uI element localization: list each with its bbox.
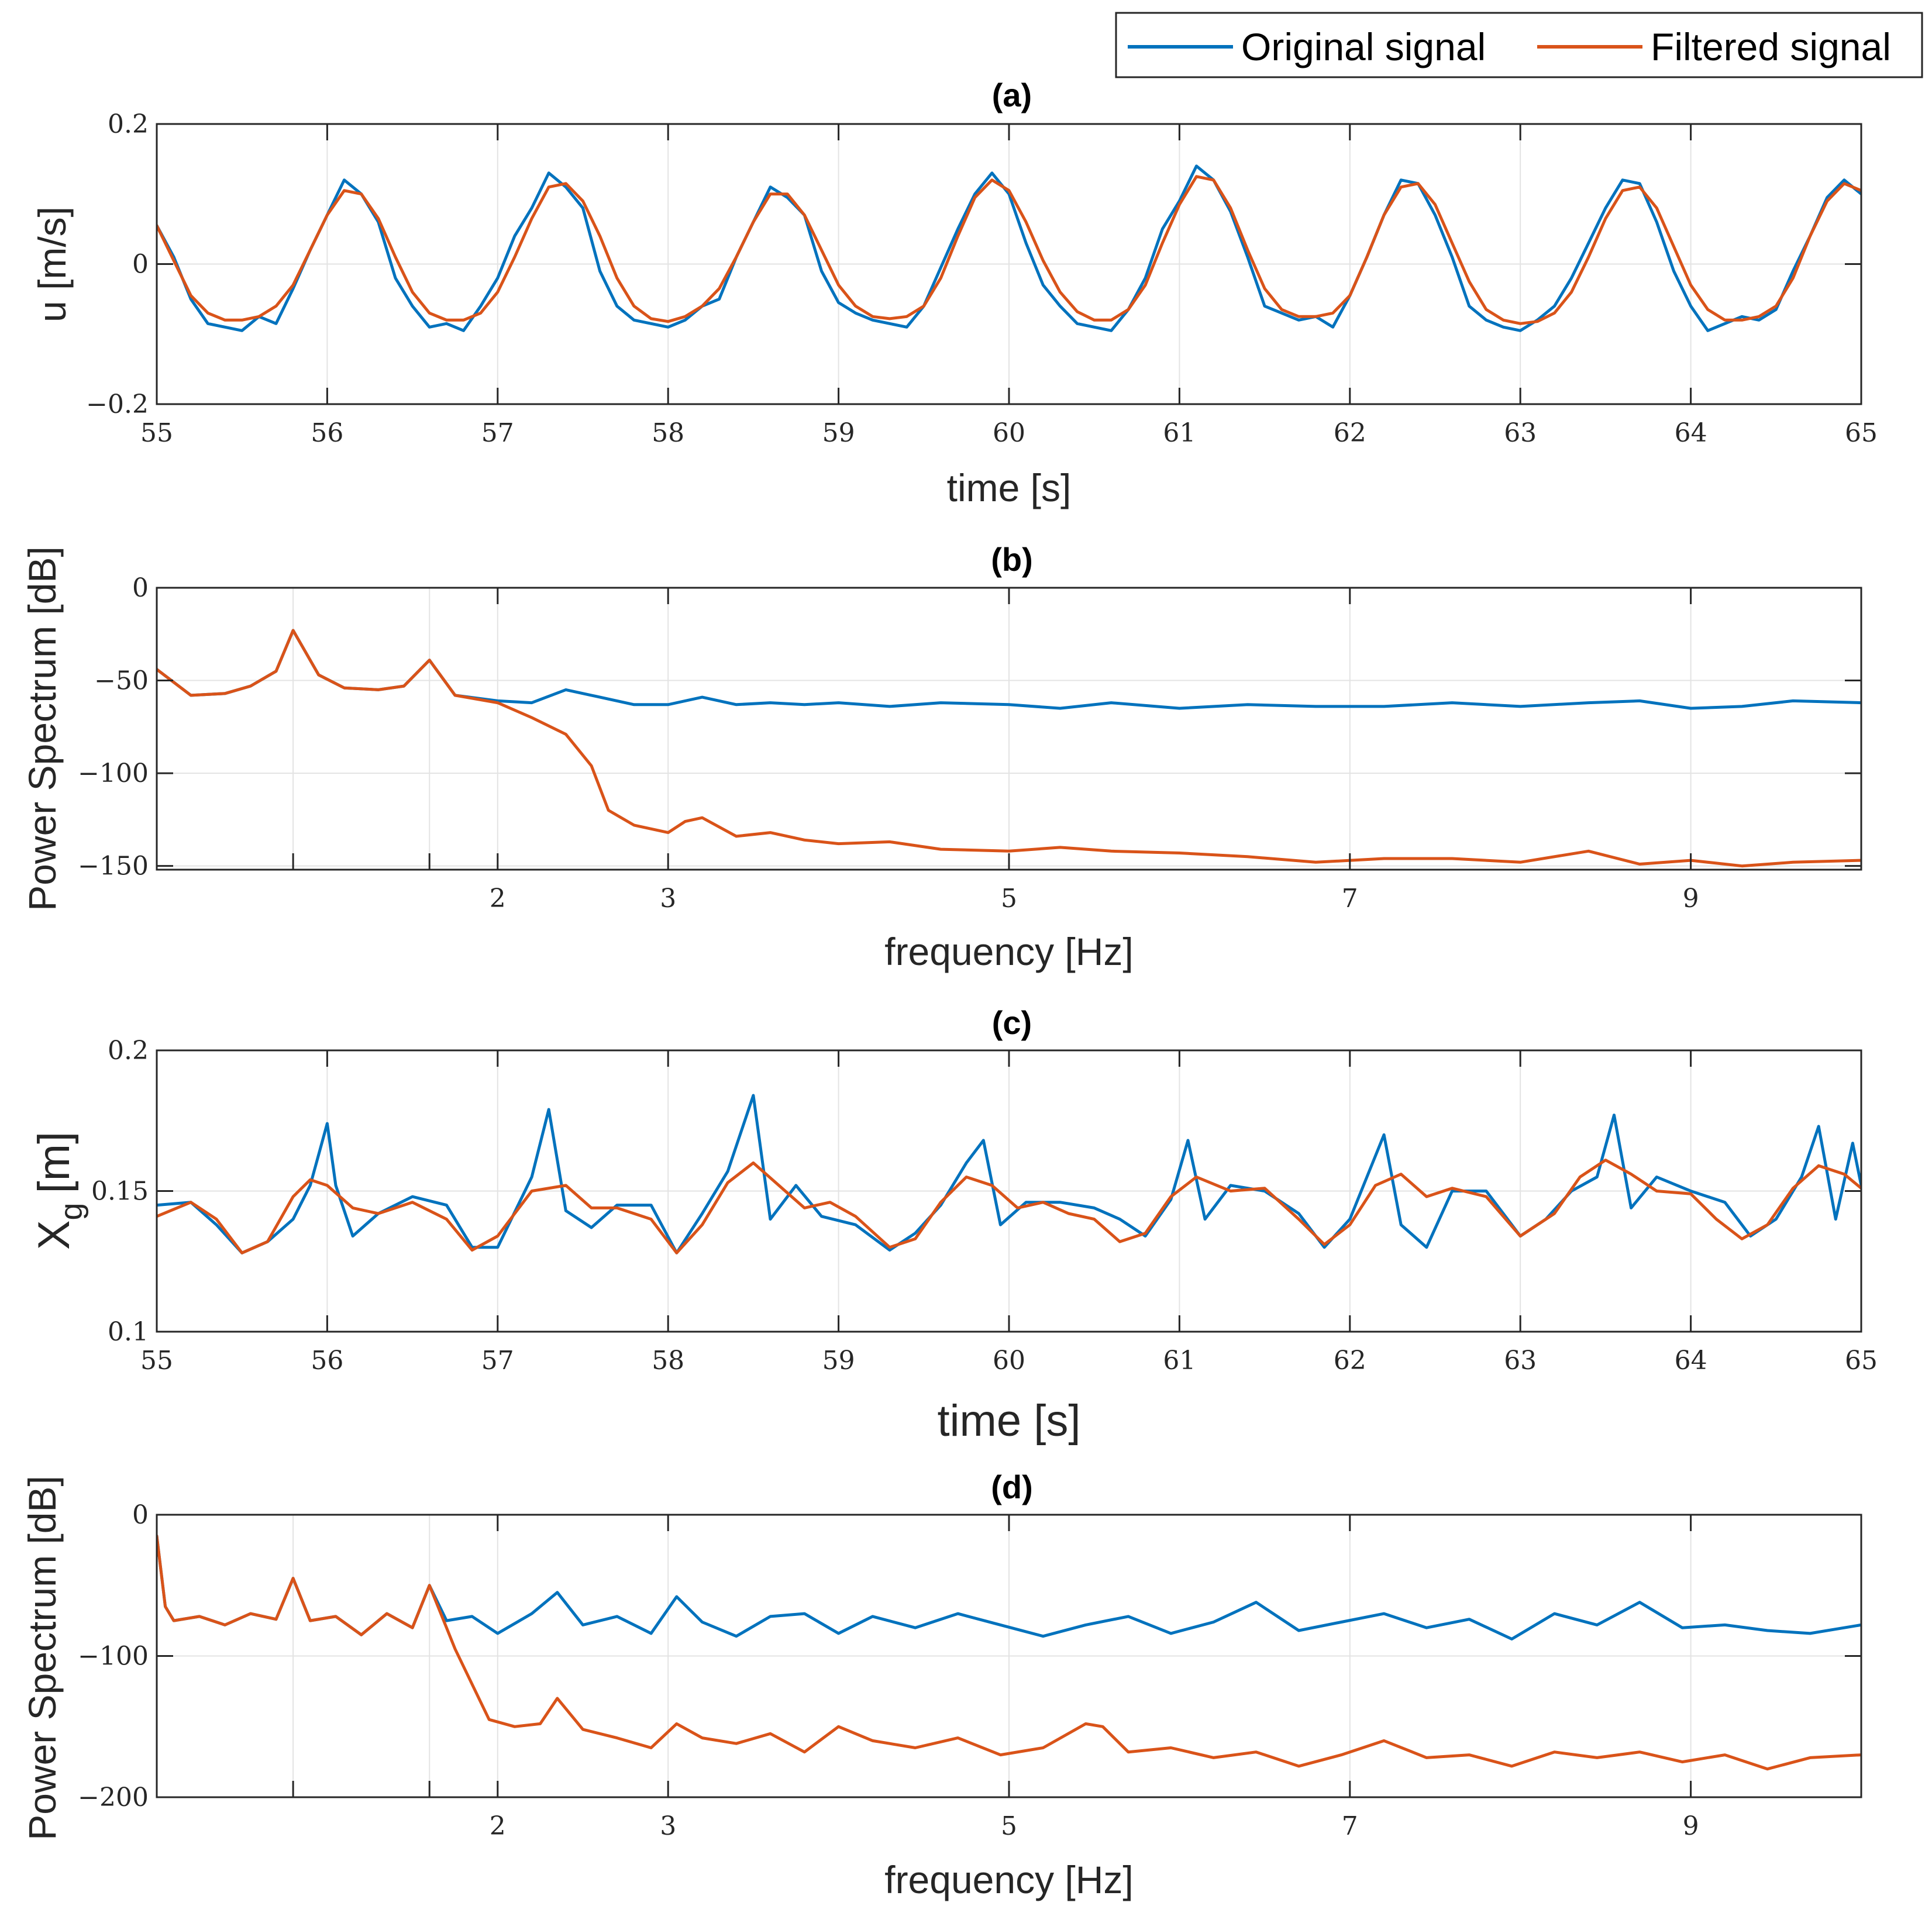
- panel-a-xtick-label-3: 58: [652, 418, 684, 448]
- panel-d-series: [157, 1534, 1861, 1771]
- panel-c-xtick-label-0: 55: [140, 1346, 173, 1376]
- panel-b-series: [157, 629, 1861, 868]
- panel-d-xtick-label-0: 2: [490, 1811, 506, 1841]
- panel-a-xtick-label-9: 64: [1675, 418, 1707, 448]
- panel-c-xtick-label-3: 58: [652, 1346, 684, 1376]
- panel-b-ytick-label-3: 0: [132, 573, 149, 603]
- panel-c-xtick-label-9: 64: [1675, 1346, 1707, 1376]
- panel-c: (c) 55 56 57 58 59 60 61 62 63 64 65 0.1 0.15 0.2 tim…: [29, 1004, 1878, 1446]
- panel-b-ticks: 2 3 5 7 9 −150 −100 −50 0: [78, 573, 1861, 914]
- panel-b-xlabel: frequency [Hz]: [884, 930, 1134, 973]
- panel-a-xtick-label-2: 57: [481, 418, 514, 448]
- panel-b-ytick-label-1: −100: [78, 759, 149, 788]
- panel-d-ytick-label-1: −100: [78, 1642, 149, 1671]
- panel-a-xtick-label-1: 56: [311, 418, 343, 448]
- legend-box: [1115, 12, 1923, 78]
- panel-c-xtick-label-4: 59: [822, 1346, 855, 1376]
- panel-c-ytick-label-2: 0.2: [108, 1036, 149, 1066]
- legend-label-filtered: Filtered signal: [1651, 25, 1891, 68]
- panel-d: (d) 2 3 5 7 9 −200 −100 0 frequency [Hz] Power …: [20, 1469, 1862, 1901]
- panel-a-title: (a): [992, 77, 1032, 113]
- panel-a-xtick-label-7: 62: [1334, 418, 1366, 448]
- panel-a-xlabel: time [s]: [947, 466, 1072, 509]
- panel-c-xtick-label-10: 65: [1845, 1346, 1878, 1376]
- panel-c-ytick-label-0: 0.1: [108, 1317, 149, 1347]
- panel-a-ylabel: u [m/s]: [30, 206, 74, 322]
- panel-b: (b) 2 3 5 7 9 −150 −100 −50 0 frequency [Hz] Pow…: [20, 541, 1862, 973]
- panel-c-ylabel: Xg [m]: [29, 1132, 89, 1250]
- panel-b-xtick-label-4: 9: [1683, 884, 1699, 914]
- panel-c-ylabel-main: X: [29, 1220, 79, 1250]
- panel-d-xtick-label-3: 7: [1342, 1811, 1358, 1841]
- legend-label-original: Original signal: [1241, 25, 1486, 68]
- panel-c-ylabel-subscript: g: [54, 1202, 89, 1220]
- panel-c-title: (c): [992, 1004, 1032, 1041]
- panel-b-series-filtered: [157, 629, 1861, 868]
- panel-a-xtick-label-0: 55: [140, 418, 173, 448]
- panel-d-xlabel: frequency [Hz]: [884, 1858, 1134, 1901]
- panel-a-xtick-label-8: 63: [1504, 418, 1537, 448]
- panel-b-xtick-label-0: 2: [490, 884, 506, 914]
- panel-b-xtick-label-2: 5: [1001, 884, 1017, 914]
- panel-a-series: [157, 164, 1861, 332]
- panel-a-ticks: 55 56 57 58 59 60 61 62 63 64 65 −0.2 0 0.2: [86, 109, 1878, 448]
- panel-b-xtick-label-1: 3: [660, 884, 676, 914]
- panel-a-ytick-label-2: 0.2: [108, 109, 149, 139]
- panel-c-ytick-label-1: 0.15: [91, 1177, 149, 1207]
- panel-c-ylabel-suffix: [m]: [29, 1132, 79, 1194]
- panel-b-xtick-label-3: 7: [1342, 884, 1358, 914]
- panel-c-xtick-label-6: 61: [1163, 1346, 1196, 1376]
- panel-a-xtick-label-10: 65: [1845, 418, 1878, 448]
- panel-d-xtick-label-2: 5: [1001, 1811, 1017, 1841]
- panel-c-series-filtered: [157, 1159, 1861, 1254]
- legend: Original signal Filtered signal: [1115, 12, 1923, 78]
- panel-c-xtick-label-1: 56: [311, 1346, 343, 1376]
- panel-a-xtick-label-4: 59: [822, 418, 855, 448]
- panel-d-title: (d): [991, 1469, 1033, 1505]
- panel-b-title: (b): [991, 541, 1033, 578]
- panel-c-xtick-label-2: 57: [481, 1346, 514, 1376]
- panel-d-ytick-label-2: 0: [132, 1500, 149, 1530]
- panel-c-xtick-label-7: 62: [1334, 1346, 1366, 1376]
- panel-d-ticks: 2 3 5 7 9 −200 −100 0: [78, 1500, 1861, 1841]
- panel-b-ylabel: Power Spectrum [dB]: [20, 546, 64, 911]
- panel-c-series-original: [157, 1094, 1861, 1254]
- panel-d-xtick-label-4: 9: [1683, 1811, 1699, 1841]
- panel-d-ytick-label-0: −200: [78, 1783, 149, 1812]
- panel-c-xlabel: time [s]: [938, 1396, 1081, 1446]
- svg-text:Xg[m]: Xg [m]: [29, 1132, 89, 1250]
- panel-c-xtick-label-8: 63: [1504, 1346, 1537, 1376]
- panel-a-ytick-label-0: −0.2: [86, 390, 149, 419]
- panel-a-xtick-label-6: 61: [1163, 418, 1196, 448]
- panel-a-xtick-label-5: 60: [993, 418, 1025, 448]
- panel-c-ticks: 55 56 57 58 59 60 61 62 63 64 65 0.1 0.15 0.2: [91, 1036, 1878, 1376]
- panel-c-xtick-label-5: 60: [993, 1346, 1025, 1376]
- panel-d-series-filtered: [157, 1534, 1861, 1771]
- panel-d-ylabel: Power Spectrum [dB]: [20, 1476, 64, 1840]
- panel-c-series: [157, 1094, 1861, 1254]
- panel-a-series-original: [157, 164, 1861, 332]
- panel-a-ytick-label-1: 0: [132, 250, 149, 280]
- panel-d-xtick-label-1: 3: [660, 1811, 676, 1841]
- panel-b-ytick-label-2: −50: [94, 666, 149, 696]
- panel-b-ytick-label-0: −150: [78, 852, 149, 881]
- panel-a: (a) 55 56 57 58 59 60 61 62 63 64 65 −0.2 0 0.2 time …: [30, 77, 1878, 509]
- panel-a-series-filtered: [157, 175, 1861, 325]
